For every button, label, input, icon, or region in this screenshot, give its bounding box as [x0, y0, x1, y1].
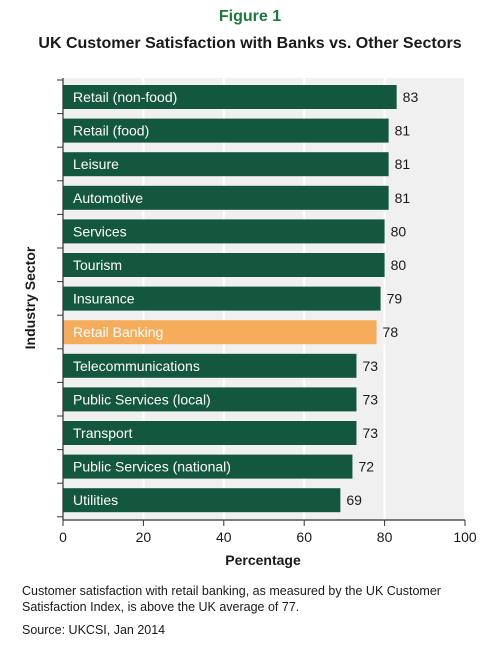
bar	[63, 118, 389, 143]
bar	[63, 219, 385, 244]
chart-caption: Customer satisfaction with retail bankin…	[22, 584, 441, 614]
bar-category-label: Automotive	[73, 190, 143, 206]
bar-category-label: Telecommunications	[73, 358, 200, 374]
x-tick-label: 40	[216, 529, 232, 545]
bar	[63, 387, 357, 412]
source-note: Source: UKCSI, Jan 2014	[22, 623, 166, 637]
x-tick-label: 100	[453, 529, 477, 545]
bar-value-label: 83	[403, 89, 419, 105]
x-tick-label: 60	[296, 529, 312, 545]
bar-value-label: 81	[395, 156, 411, 172]
bar	[63, 421, 357, 445]
bar-category-label: Retail Banking	[73, 324, 163, 340]
bar-value-label: 80	[391, 257, 407, 273]
bar-value-label: 69	[346, 492, 362, 508]
bar-category-label: Retail (non-food)	[73, 89, 177, 105]
bar	[63, 253, 385, 277]
bar-value-label: 81	[395, 123, 411, 139]
bar-category-label: Tourism	[73, 257, 122, 273]
bar-value-label: 80	[391, 223, 407, 239]
x-axis-title: Percentage	[225, 552, 301, 568]
x-tick-label: 20	[136, 529, 152, 545]
bar	[63, 353, 357, 378]
bar-highlight	[63, 320, 377, 345]
bar-value-label: 72	[358, 459, 374, 475]
bar-category-label: Public Services (national)	[73, 459, 231, 475]
figure-label: Figure 1	[218, 8, 282, 25]
x-tick-label: 0	[59, 529, 67, 545]
bar	[63, 152, 389, 177]
bar-category-label: Insurance	[73, 291, 135, 307]
y-axis-title: Industry Sector	[22, 246, 38, 349]
bar-value-label: 78	[383, 324, 399, 340]
bar-category-label: Utilities	[73, 492, 118, 508]
bar	[63, 85, 397, 109]
bar-category-label: Leisure	[73, 156, 119, 172]
bar	[63, 286, 381, 311]
bar	[63, 185, 389, 210]
bar-category-label: Transport	[73, 425, 133, 441]
bar-value-label: 73	[362, 391, 378, 407]
bar-category-label: Retail (food)	[73, 123, 149, 139]
chart-title: UK Customer Satisfaction with Banks vs. …	[38, 35, 462, 52]
bar	[63, 488, 341, 513]
x-tick-label: 80	[377, 529, 393, 545]
bar-value-label: 73	[362, 425, 378, 441]
bar-value-label: 73	[362, 358, 378, 374]
bar-value-label: 81	[395, 190, 411, 206]
bar-category-label: Services	[73, 223, 127, 239]
bar-chart: Retail (non-food) 83 Retail (food) 81 Leisur…	[22, 78, 477, 568]
bar-value-label: 79	[387, 291, 403, 307]
bar-category-label: Public Services (local)	[73, 391, 211, 407]
bar	[63, 454, 353, 479]
